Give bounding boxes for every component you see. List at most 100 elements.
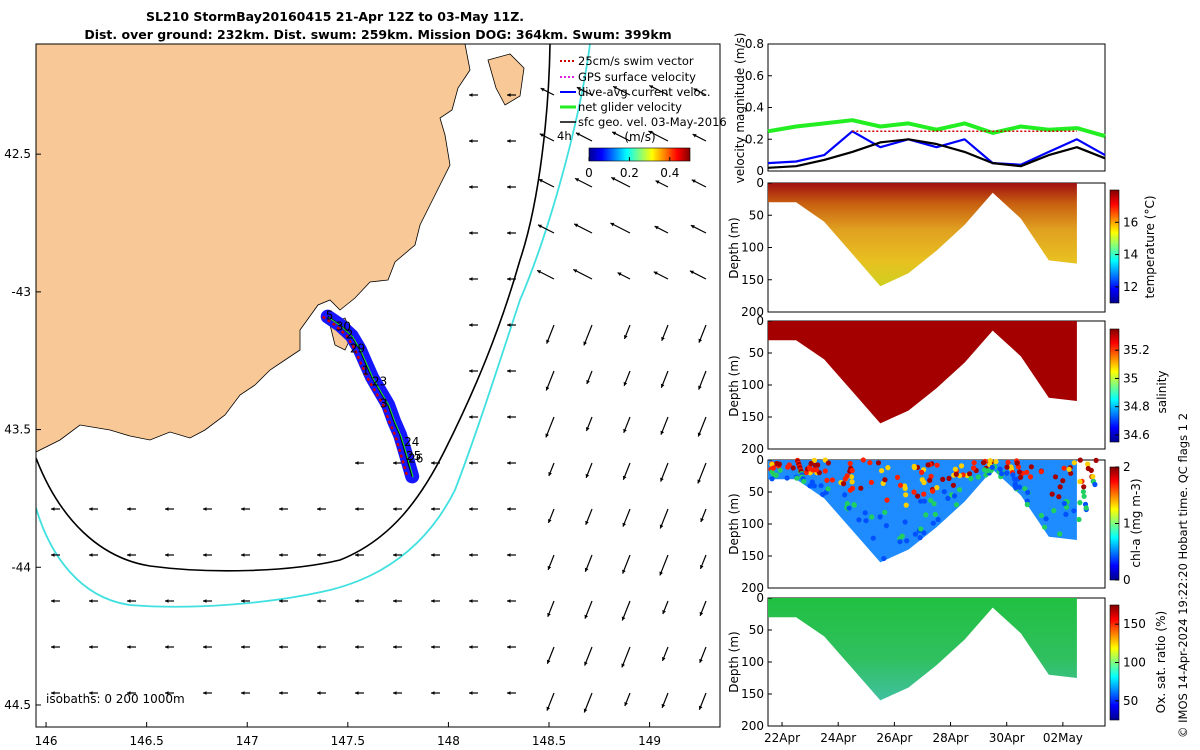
current-arrow-head — [279, 599, 283, 603]
current-arrow-head — [203, 645, 207, 649]
map-x-tick-label: 148 — [437, 734, 460, 748]
current-arrow-head — [617, 272, 622, 276]
temperature-panel: 0 50 100 150 200 Depth (m) 12 14 16 temperatur… — [727, 176, 1157, 319]
current-arrow-head — [623, 428, 627, 433]
depth-tick-label: 200 — [741, 581, 764, 595]
current-arrow-head — [623, 381, 628, 386]
depth-tick-label: 150 — [741, 687, 764, 701]
current-arrow-head — [127, 553, 131, 557]
current-arrow-head — [469, 691, 473, 695]
chla-sample-dot — [885, 465, 891, 471]
time-x-tick-label: 24Apr — [820, 731, 856, 745]
chla-sample-dot — [794, 475, 800, 481]
chla-sample-dot — [951, 493, 958, 499]
day-label: 5 — [326, 308, 334, 322]
chla-sample-dot — [1063, 511, 1069, 517]
chla-sample-dot — [928, 473, 934, 479]
map-x-tick-label: 146 — [35, 734, 58, 748]
current-arrow-head — [697, 432, 702, 437]
chla-sample-dot — [875, 460, 882, 466]
chla-sample-dot — [882, 509, 888, 515]
chla-sample-dot — [1081, 493, 1087, 499]
current-arrow-head — [165, 507, 169, 511]
chla-sample-dot — [847, 460, 853, 467]
current-arrow-head — [545, 386, 550, 391]
velocity-y-tick-label: 0.2 — [745, 132, 764, 146]
current-arrow-head — [507, 599, 511, 603]
chla-sample-dot — [968, 476, 974, 482]
velocity-series-line — [767, 138, 1106, 169]
chla-sample-dot — [989, 464, 995, 470]
current-arrow-head — [507, 277, 511, 281]
chla-sample-dot — [1077, 479, 1083, 485]
chla-sample-dot — [1077, 500, 1083, 506]
colorbar-tick-label: 34.8 — [1123, 400, 1150, 414]
chla-sample-dot — [1004, 470, 1010, 476]
current-arrow-head — [279, 691, 283, 695]
current-arrow-head — [612, 131, 617, 136]
map-x-tick-label: 148.5 — [532, 734, 566, 748]
chla-sample-dot — [981, 467, 988, 473]
chla-sample-dot — [770, 465, 776, 471]
chla-sample-dot — [844, 473, 850, 479]
current-arrow-head — [355, 599, 359, 603]
chla-sample-dot — [1017, 469, 1023, 475]
current-arrow — [697, 462, 707, 484]
colorbar-tick-label: 150 — [1123, 617, 1146, 631]
current-arrow-head — [660, 430, 665, 435]
chla-sample-dot — [980, 460, 987, 466]
temperature-y-ticks: 0 50 100 150 200 — [741, 176, 772, 319]
chla-sample-dot — [867, 460, 873, 466]
chla-sample-dot — [912, 531, 919, 537]
salinity-field — [768, 321, 1077, 424]
map-colorbar-tick-label: 0.2 — [620, 166, 639, 180]
current-arrow-head — [611, 177, 616, 181]
current-arrow-head — [537, 224, 542, 229]
map-y-tick-label: 44.5 — [4, 698, 31, 712]
current-arrow-head — [431, 507, 435, 511]
chla-sample-dot — [846, 505, 852, 511]
chla-sample-dot — [1071, 508, 1077, 514]
current-arrow-head — [547, 565, 552, 570]
depth-tick-label: 100 — [741, 378, 764, 392]
chla-sample-dot — [869, 514, 875, 520]
chla-sample-dot — [1027, 474, 1034, 480]
current-arrow-head — [507, 369, 511, 373]
chla-sample-dot — [946, 475, 952, 481]
chla-sample-dot — [999, 471, 1005, 477]
current-arrow-head — [89, 645, 93, 649]
current-arrow-head — [507, 323, 511, 327]
current-arrow-head — [661, 656, 666, 661]
chla-sample-dot — [1014, 460, 1020, 466]
chla-sample-dot — [868, 479, 875, 485]
isobath-200m — [36, 44, 551, 572]
chla-sample-dot — [884, 497, 890, 503]
chla-sample-dot — [903, 502, 909, 508]
chla-sample-dot — [911, 489, 917, 495]
chla-sample-dot — [956, 487, 963, 493]
current-arrow-head — [89, 599, 93, 603]
current-arrow-head — [507, 93, 511, 97]
chla-sample-dot — [1038, 512, 1044, 519]
chla-sample-dot — [807, 466, 813, 472]
chla-sample-dot — [784, 475, 790, 481]
chla-sample-dot — [879, 468, 885, 474]
swim-vectors — [321, 315, 409, 477]
chla-sample-dot — [925, 462, 931, 468]
chla-sample-dot — [860, 457, 866, 463]
colorbar-tick-label: 35.2 — [1123, 343, 1150, 357]
current-vectors — [51, 84, 707, 713]
velocity-y-ticks: 0 0.2 0.4 0.6 0.8 — [745, 37, 772, 178]
chla-sample-dot — [829, 477, 836, 483]
current-arrow-head — [622, 522, 627, 527]
current-arrow-head — [507, 553, 511, 557]
chla-sample-dot — [1060, 478, 1066, 484]
velocity-panel: 0 0.2 0.4 0.6 0.8 velocity magnitude (m/s) — [733, 33, 1106, 183]
current-arrow-head — [241, 553, 245, 557]
chla-sample-dot — [842, 492, 848, 498]
chla-sample-dot — [918, 498, 924, 504]
salinity-colorbar-ticks: 34.6 34.8 35 35.2 — [1115, 343, 1150, 442]
current-arrow-head — [659, 571, 663, 576]
depth-tick-label: 0 — [756, 314, 764, 328]
